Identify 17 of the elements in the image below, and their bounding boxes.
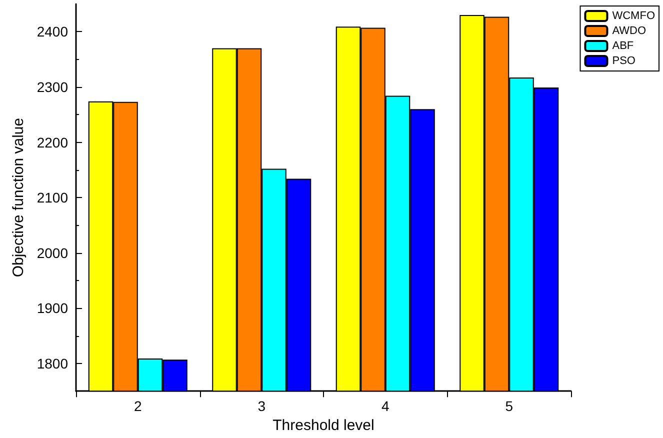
y-axis-title: Objective function value xyxy=(10,118,27,278)
legend-label: ABF xyxy=(612,40,634,52)
legend-label: AWDO xyxy=(612,25,646,37)
x-tick-label: 5 xyxy=(505,398,514,414)
x-tick-label: 2 xyxy=(134,398,142,414)
legend-label: PSO xyxy=(612,55,636,67)
x-tick-label: 3 xyxy=(258,398,266,414)
y-tick-label: 2000 xyxy=(36,244,68,261)
y-tick-label: 2400 xyxy=(36,24,68,40)
x-axis-title: Threshold level xyxy=(272,417,374,434)
x-tick-label: 4 xyxy=(381,398,390,414)
y-tick-label: 1900 xyxy=(36,300,68,316)
y-tick-label: 2300 xyxy=(36,78,68,95)
legend-label: WCMFO xyxy=(612,10,656,22)
y-tick-label: 1800 xyxy=(36,355,68,372)
y-tick-label: 2100 xyxy=(36,190,68,206)
y-tick-label: 2200 xyxy=(36,134,68,150)
